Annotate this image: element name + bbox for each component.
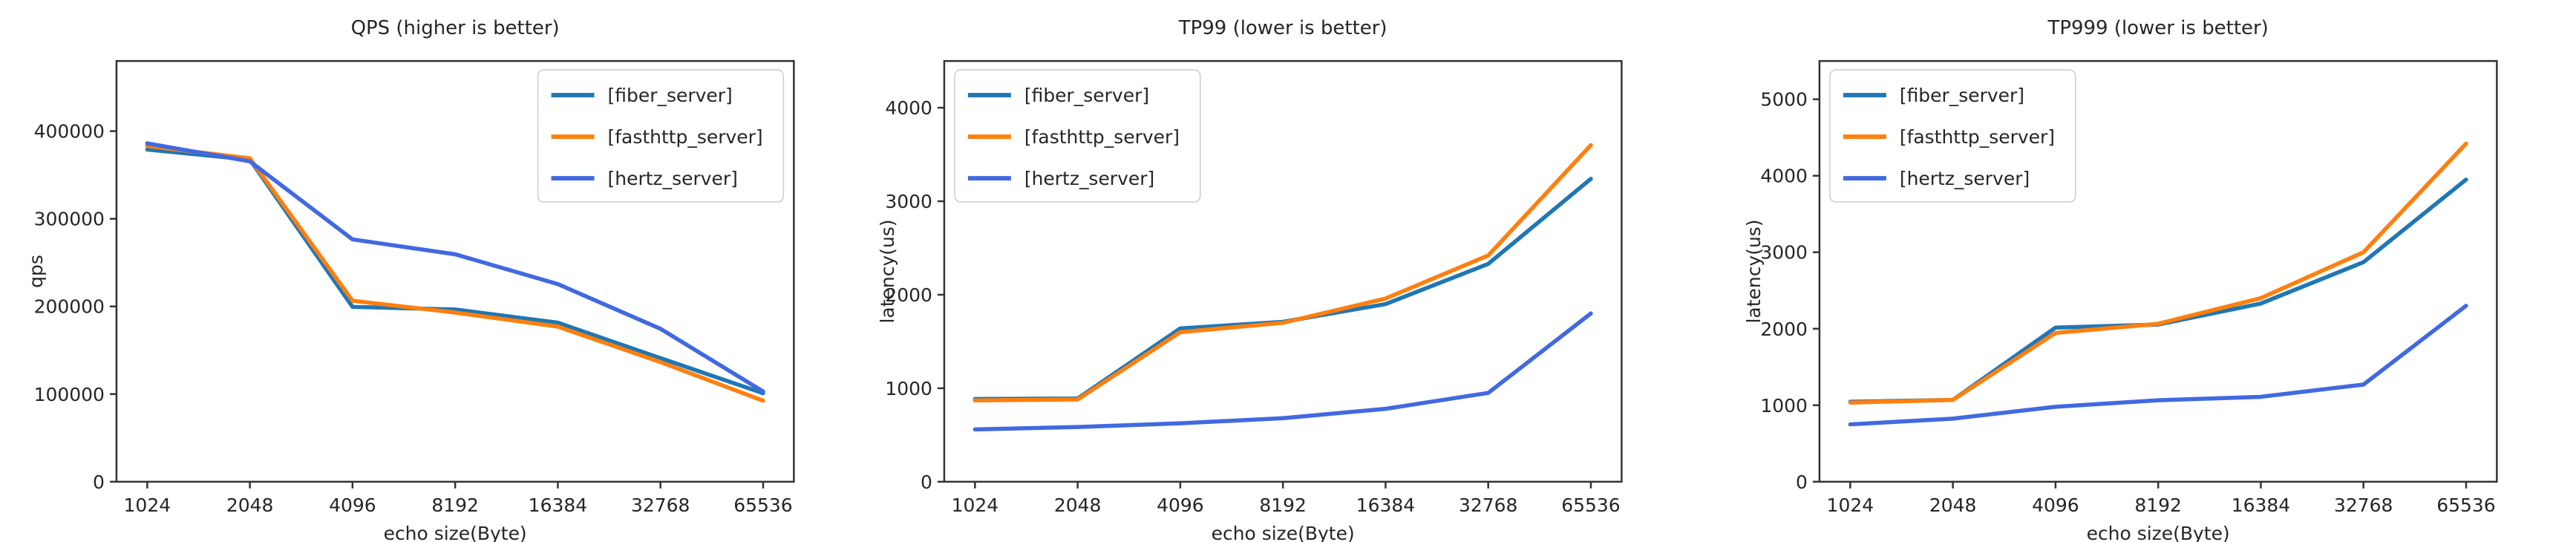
legend-box: [537, 69, 785, 203]
legend-box: [954, 69, 1201, 203]
legend-label: [fiber_server]: [608, 85, 733, 106]
y-tick-label: 1000: [1760, 395, 1808, 417]
tp99-line-chart: 0 1000 2000 3000 4000 1024 2048 4096 8192 16384 32…: [877, 17, 1623, 542]
x-tick-label: 16384: [1356, 494, 1415, 516]
y-tick-label: 0: [93, 471, 105, 493]
legend-label: [fasthttp_server]: [1024, 126, 1180, 148]
legend-label: [hertz_server]: [1024, 168, 1154, 189]
y-tick-label: 3000: [885, 191, 932, 212]
x-tick-label: 1024: [124, 494, 171, 516]
legend-label: [hertz_server]: [608, 168, 738, 189]
x-tick-label: 16384: [529, 494, 587, 516]
y-axis-label: latency(us): [1743, 219, 1765, 323]
x-tick-label: 1024: [952, 494, 999, 516]
x-tick-label: 65536: [733, 494, 792, 516]
x-tick-label: 32768: [1459, 494, 1517, 516]
y-tick-label: 2000: [885, 284, 932, 306]
legend: [fiber_server] [fasthttp_server] [hertz_se…: [537, 69, 785, 203]
y-tick-label: 0: [921, 471, 932, 493]
x-axis-label: echo size(Byte): [2087, 523, 2230, 542]
chart-title: TP99 (lower is better): [1178, 17, 1387, 39]
legend-label: [fasthttp_server]: [1900, 126, 2055, 148]
x-tick-label: 8192: [1259, 494, 1307, 516]
qps-line-chart: 0 100000 200000 300000 400000 1024 2048 4096 819…: [25, 17, 795, 542]
x-tick-label: 8192: [431, 494, 479, 516]
chart-title: QPS (higher is better): [351, 17, 560, 39]
x-tick-label: 4096: [2032, 494, 2079, 516]
legend: [fiber_server] [fasthttp_server] [hertz_se…: [954, 69, 1201, 203]
x-tick-label: 65536: [2436, 494, 2495, 516]
legend: [fiber_server] [fasthttp_server] [hertz_se…: [1829, 69, 2076, 203]
x-tick-label: 1024: [1827, 494, 1874, 516]
x-tick-label: 2048: [1929, 494, 1977, 516]
y-tick-label: 0: [1796, 471, 1808, 493]
x-tick-label: 2048: [1054, 494, 1102, 516]
x-tick-label: 4096: [329, 494, 376, 516]
y-tick-label: 5000: [1760, 89, 1808, 111]
x-tick-label: 2048: [226, 494, 274, 516]
y-axis-label: latency(us): [877, 219, 898, 323]
series-line-fasthttp_server: [1848, 141, 2468, 405]
series-line-hertz_server: [145, 141, 765, 394]
series-line-hertz_server: [972, 311, 1593, 432]
legend-label: [hertz_server]: [1900, 168, 2030, 189]
y-tick-label: 200000: [34, 296, 105, 318]
x-tick-label: 32768: [2334, 494, 2393, 516]
y-tick-label: 3000: [1760, 242, 1808, 264]
x-axis-label: echo size(Byte): [1212, 523, 1355, 542]
chart-panel-qps: 0 100000 200000 300000 400000 1024 2048 4096 819…: [0, 0, 858, 542]
series-line-fasthttp_server: [972, 143, 1593, 403]
y-tick-label: 2000: [1760, 319, 1808, 340]
legend-label: [fasthttp_server]: [608, 126, 763, 148]
series-line-fasthttp_server: [145, 143, 765, 403]
x-axis-label: echo size(Byte): [384, 523, 527, 542]
y-tick-label: 100000: [34, 384, 105, 405]
chart-panel-tp99: 0 1000 2000 3000 4000 1024 2048 4096 8192 16384 32…: [858, 0, 1716, 542]
x-tick-label: 32768: [631, 494, 690, 516]
x-tick-label: 65536: [1561, 494, 1620, 516]
y-tick-label: 1000: [885, 378, 932, 399]
chart-title: TP999 (lower is better): [2047, 17, 2268, 39]
series-line-hertz_server: [1848, 304, 2468, 427]
x-tick-label: 8192: [2134, 494, 2182, 516]
y-tick-label: 4000: [1760, 166, 1808, 187]
legend-box: [1829, 69, 2076, 203]
chart-panel-tp999: 0 1000 2000 3000 4000 5000 1024 2048 4096 8192 163…: [1716, 0, 2575, 542]
y-tick-label: 300000: [34, 209, 105, 230]
x-tick-label: 16384: [2232, 494, 2290, 516]
y-tick-label: 4000: [885, 97, 932, 119]
y-axis-label: qps: [25, 255, 47, 288]
tp999-line-chart: 0 1000 2000 3000 4000 5000 1024 2048 4096 8192 163…: [1743, 17, 2498, 542]
x-tick-label: 4096: [1157, 494, 1204, 516]
legend-label: [fiber_server]: [1900, 85, 2024, 106]
legend-label: [fiber_server]: [1024, 85, 1149, 106]
y-tick-label: 400000: [34, 121, 105, 143]
